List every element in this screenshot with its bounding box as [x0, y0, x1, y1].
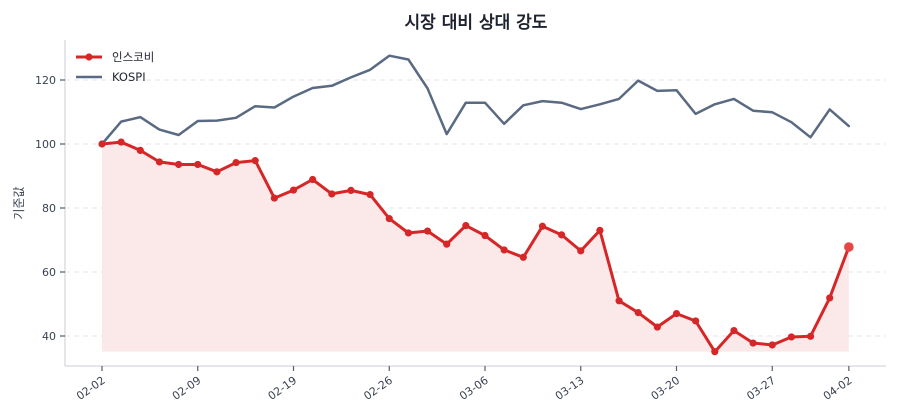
- data-point-marker: [423, 227, 432, 235]
- legend-item-inscobee: 인스코비: [76, 50, 154, 64]
- data-point-marker: [826, 294, 834, 302]
- data-point-marker: [175, 160, 183, 169]
- series-lines: [98, 54, 854, 356]
- x-tick-label: 02-26: [361, 374, 395, 403]
- y-tick-label: 120: [35, 74, 56, 87]
- data-point-marker: [500, 246, 508, 254]
- x-axis-ticks: 02-02 02-09 02-19 02-26 03-06 03-13 03-20 03-27…: [74, 366, 855, 403]
- data-point-marker: [347, 186, 355, 194]
- data-point-marker: [98, 140, 106, 148]
- data-point-marker: [577, 247, 585, 255]
- data-point-marker: [136, 146, 144, 154]
- data-point-marker: [711, 348, 719, 356]
- x-tick-label: 03-13: [553, 374, 587, 403]
- y-axis-ticks: 40 60 80 100 120: [35, 74, 65, 343]
- data-point-marker: [328, 190, 336, 198]
- legend-item-kospi: KOSPI: [76, 70, 146, 84]
- inscobee-area-fill: [102, 142, 849, 352]
- data-point-marker: [634, 309, 642, 317]
- legend-label: 인스코비: [112, 50, 154, 64]
- data-point-marker: [232, 158, 240, 167]
- y-tick-label: 80: [42, 202, 56, 215]
- data-point-marker: [481, 231, 489, 240]
- data-point-marker: [538, 222, 547, 230]
- legend: 인스코비 KOSPI: [76, 50, 154, 84]
- data-point-marker: [366, 190, 374, 199]
- data-point-marker: [385, 214, 393, 223]
- x-tick-label: 03-20: [649, 374, 683, 403]
- inscobee-line: [100, 140, 851, 354]
- data-point-marker: [806, 332, 815, 340]
- data-point-marker: [251, 157, 259, 165]
- data-point-marker: [692, 317, 700, 325]
- data-point-marker: [462, 222, 470, 230]
- x-tick-label: 02-19: [266, 374, 300, 403]
- area-fill: [102, 142, 849, 352]
- chart-title: 시장 대비 상대 강도: [405, 13, 548, 33]
- data-point-marker: [404, 229, 412, 237]
- data-point-marker: [749, 339, 757, 347]
- x-tick-label: 03-06: [457, 374, 491, 403]
- data-point-marker: [289, 186, 298, 194]
- data-point-marker: [615, 297, 623, 305]
- data-point-marker: [213, 168, 221, 176]
- legend-label: KOSPI: [112, 70, 146, 84]
- data-point-marker: [519, 253, 527, 261]
- legend-swatch-marker: [85, 53, 93, 61]
- data-point-marker: [672, 310, 681, 318]
- data-point-marker: [730, 326, 738, 335]
- data-point-marker: [443, 240, 451, 248]
- y-axis-label: 기준값: [12, 186, 26, 219]
- data-point-marker: [653, 323, 661, 331]
- y-tick-label: 40: [42, 330, 56, 343]
- data-point-marker: [787, 333, 796, 341]
- data-point-marker: [596, 226, 604, 234]
- data-point-marker: [844, 242, 854, 252]
- data-point-marker: [194, 160, 202, 169]
- y-tick-label: 60: [42, 266, 56, 279]
- y-tick-label: 100: [35, 138, 56, 151]
- data-point-marker: [309, 175, 317, 184]
- data-point-marker: [155, 158, 164, 166]
- x-tick-label: 03-27: [744, 374, 778, 403]
- kospi-line: [100, 54, 851, 146]
- x-tick-label: 02-09: [170, 374, 204, 403]
- data-point-marker: [117, 138, 125, 146]
- data-point-marker: [558, 231, 566, 239]
- data-point-marker: [270, 194, 278, 202]
- data-point-marker: [768, 341, 776, 349]
- axes: [64, 40, 886, 367]
- x-tick-label: 04-02: [821, 374, 855, 403]
- x-tick-label: 02-02: [74, 374, 108, 403]
